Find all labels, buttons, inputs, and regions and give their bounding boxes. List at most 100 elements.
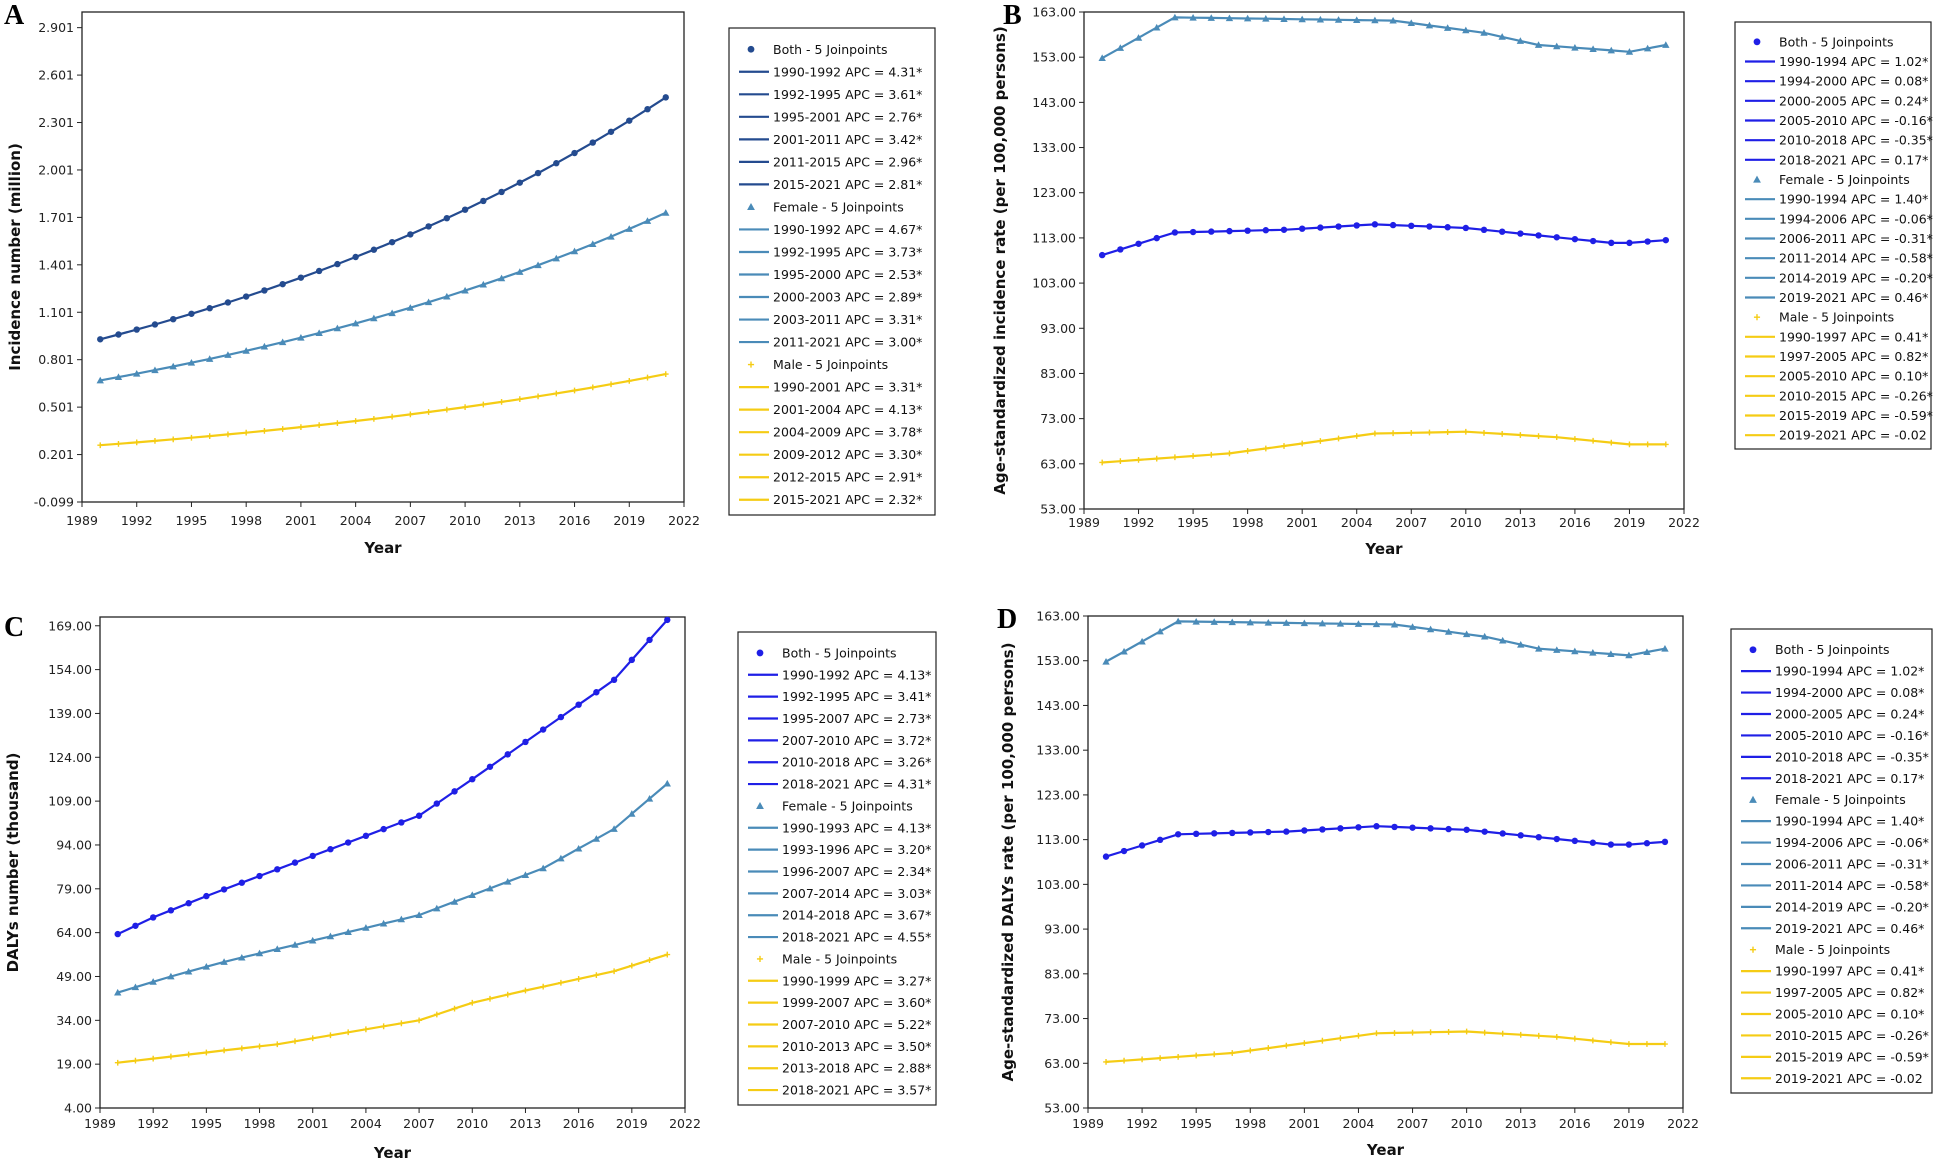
y-tick-label: 94.00	[56, 837, 92, 852]
data-point-both	[1553, 234, 1560, 241]
data-point-female	[607, 232, 615, 240]
data-point-male	[1299, 440, 1306, 447]
data-point-female	[187, 359, 196, 366]
x-tick-label: 2016	[1559, 515, 1591, 530]
data-point-male	[206, 433, 213, 439]
x-tick-label: 1995	[1177, 515, 1209, 530]
y-tick-label: 163.00	[1036, 609, 1080, 624]
legend-item-label: 2014-2019 APC = -0.20*	[1779, 270, 1933, 285]
data-point-female	[516, 268, 524, 275]
data-point-both	[309, 852, 316, 860]
data-point-female	[1280, 15, 1288, 22]
data-point-male	[1444, 429, 1451, 435]
data-point-both	[522, 738, 529, 746]
data-point-female	[1300, 619, 1309, 627]
data-point-both	[593, 689, 600, 696]
y-tick-label: 83.00	[1044, 966, 1080, 981]
data-point-male	[608, 381, 614, 388]
legend-item-label: 2009-2012 APC = 3.30*	[773, 447, 922, 462]
legend-item-label: 1990-1994 APC = 1.02*	[1775, 664, 1924, 679]
data-point-male	[416, 1017, 422, 1024]
legend-item-label: 2001-2004 APC = 4.13*	[773, 402, 922, 417]
y-tick-label: 49.00	[56, 969, 92, 984]
data-point-both	[206, 305, 213, 312]
data-point-both	[115, 331, 122, 338]
plot-frame	[1083, 11, 1685, 510]
data-point-male	[1190, 453, 1196, 459]
data-point-female	[351, 319, 360, 327]
x-tick-label: 2022	[1667, 1116, 1699, 1131]
legend-item-label: 1993-1996 APC = 3.20*	[782, 842, 931, 857]
data-point-both	[1517, 832, 1524, 839]
legend-item-label: 2005-2010 APC = 0.10*	[1779, 369, 1928, 384]
data-point-female	[333, 324, 342, 332]
x-tick-label: 1995	[176, 513, 208, 528]
data-point-female	[1517, 640, 1525, 648]
data-point-both	[1661, 838, 1669, 846]
legend-item-label: 1992-1995 APC = 3.61*	[773, 87, 922, 102]
data-point-male	[522, 987, 529, 994]
data-point-female	[1462, 26, 1470, 34]
data-point-male	[1572, 436, 1578, 442]
data-point-both	[203, 892, 210, 900]
legend-item-label: 1990-1992 APC = 4.13*	[782, 667, 931, 682]
data-point-male	[114, 1059, 121, 1066]
y-tick-label: 2.901	[38, 20, 74, 35]
data-point-both	[626, 117, 633, 124]
legend-item-label: 2000-2003 APC = 2.89*	[773, 290, 922, 305]
data-point-female	[1228, 618, 1236, 626]
y-axis-title: Incidence number (million)	[6, 143, 24, 371]
data-point-male	[487, 995, 493, 1002]
data-point-male	[1247, 1047, 1254, 1054]
series-line-female	[1105, 620, 1666, 663]
data-point-male	[1408, 429, 1415, 436]
data-point-male	[480, 401, 487, 408]
y-tick-label: 133.00	[1032, 140, 1076, 155]
legend-item-label: 1992-1995 APC = 3.41*	[782, 689, 931, 704]
data-point-female	[149, 978, 157, 985]
legend-marker-plus	[756, 955, 764, 962]
data-point-male	[626, 378, 633, 384]
data-point-female	[539, 864, 547, 872]
x-tick-label: 2016	[1559, 1116, 1591, 1131]
data-point-female	[278, 338, 287, 346]
legend-frame	[1734, 21, 1932, 450]
data-point-both	[480, 197, 487, 205]
x-tick-label: 1995	[1180, 1116, 1212, 1131]
x-tick-label: 2019	[616, 1116, 648, 1131]
panel-letter: D	[997, 604, 1017, 635]
data-point-male	[1445, 1028, 1452, 1035]
data-point-male	[1662, 441, 1669, 448]
data-point-male	[611, 968, 617, 975]
data-point-both	[1098, 251, 1106, 259]
series-line-male	[1102, 430, 1666, 464]
y-tick-label: 64.00	[56, 925, 92, 940]
y-tick-label: 4.00	[64, 1101, 92, 1116]
data-point-both	[644, 105, 651, 113]
x-tick-label: 2010	[456, 1116, 488, 1131]
data-point-female	[1534, 41, 1543, 48]
data-point-female	[1535, 644, 1543, 652]
data-point-male	[1626, 1041, 1632, 1047]
y-tick-label: 109.00	[48, 794, 92, 809]
data-point-female	[461, 286, 469, 294]
data-point-female	[1298, 15, 1306, 23]
legend-item-label: 2015-2019 APC = -0.59*	[1775, 1049, 1929, 1064]
data-point-both	[1444, 224, 1451, 231]
data-point-female	[260, 342, 269, 350]
data-point-female	[1116, 44, 1125, 51]
data-point-both	[1174, 831, 1182, 838]
data-point-male	[1172, 454, 1178, 461]
x-tick-label: 1992	[1123, 515, 1155, 530]
data-point-both	[398, 819, 405, 826]
data-point-male	[316, 422, 323, 429]
data-point-both	[1120, 847, 1128, 855]
legend-item-label: 2013-2018 APC = 2.88*	[782, 1061, 931, 1076]
data-point-male	[170, 436, 177, 443]
legend-item-label: 2018-2021 APC = 0.17*	[1775, 771, 1924, 786]
data-point-both	[188, 310, 195, 317]
data-point-female	[1189, 14, 1197, 21]
data-point-both	[1608, 239, 1615, 247]
panel-letter: A	[4, 0, 25, 31]
data-point-male	[1153, 455, 1160, 462]
